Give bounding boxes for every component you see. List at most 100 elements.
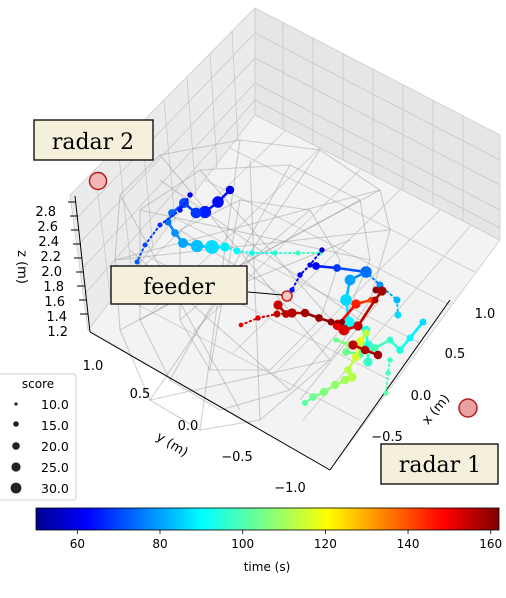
trajectory-point xyxy=(351,352,361,362)
trajectory-point xyxy=(362,329,370,337)
annotation-radar-2: radar 2 xyxy=(33,119,154,161)
radar-2-marker xyxy=(88,171,108,191)
trajectory-track xyxy=(312,262,374,367)
y-axis-line xyxy=(89,331,331,471)
trajectory-segment xyxy=(159,209,181,226)
axis-lines xyxy=(74,195,451,471)
trajectory-point xyxy=(164,218,172,226)
trajectory-point xyxy=(190,239,204,253)
axes-panes xyxy=(69,7,501,471)
trajectory-point xyxy=(168,209,176,217)
z-tick-label: 1.4 xyxy=(46,310,67,325)
trajectory-point xyxy=(225,185,235,195)
trajectory-point xyxy=(301,399,309,407)
z-tick-label: 2.4 xyxy=(38,235,59,250)
trajectory-point xyxy=(238,322,244,328)
trajectory-point xyxy=(295,250,301,256)
trajectory-segment xyxy=(144,224,161,246)
y-tick-labels: 1.0 0.5 0.0 −0.5 −1.0 xyxy=(83,359,306,496)
trajectory-point xyxy=(344,274,356,286)
colorbar-tick-label: 80 xyxy=(152,537,167,551)
trajectory-point xyxy=(386,336,394,344)
z-tick-label: 2.2 xyxy=(40,250,61,265)
trajectory-track xyxy=(273,300,290,318)
x-tick-label: 1.0 xyxy=(475,307,496,322)
legend-entry: 20.0 xyxy=(41,439,69,454)
x-axis-line xyxy=(329,299,451,471)
z-tick-label: 1.6 xyxy=(44,295,65,310)
x-tick-label: 0.5 xyxy=(445,347,466,362)
radar-1-marker xyxy=(458,398,478,418)
legend-entry: 30.0 xyxy=(41,481,69,496)
y-tick-label: 0.0 xyxy=(178,419,199,434)
z-tick-label: 1.8 xyxy=(43,280,64,295)
legend-entry: 25.0 xyxy=(41,460,69,475)
trajectory-point xyxy=(287,308,297,318)
colorbar-tick-label: 120 xyxy=(314,537,337,551)
reference-markers xyxy=(88,171,478,418)
annotation-feeder-label: feeder xyxy=(143,275,215,300)
z-tick-label: 2.8 xyxy=(35,205,56,220)
colorbar: 60 80 100 120 140 160 time (s) xyxy=(35,507,502,574)
trajectory-segment xyxy=(385,372,389,394)
trajectory-segment xyxy=(309,249,323,266)
y-axis-label: y (m) xyxy=(153,429,190,460)
trajectory-point xyxy=(300,308,310,318)
trajectory-track xyxy=(164,185,323,256)
legend-marker xyxy=(14,402,18,406)
trajectory-point xyxy=(371,296,379,304)
trajectory-point xyxy=(383,390,389,396)
trajectory-point xyxy=(134,259,140,265)
trajectory-track xyxy=(134,192,193,265)
trajectory-point xyxy=(198,205,212,219)
colorbar-tick-label: 60 xyxy=(70,537,85,551)
trajectory-point xyxy=(319,247,325,253)
colorbar-tick-label: 140 xyxy=(397,537,420,551)
x-tick-label: −0.5 xyxy=(371,430,403,445)
trajectory-point xyxy=(347,372,357,382)
annotation-radar-2-label: radar 2 xyxy=(52,130,134,155)
trajectory-segment xyxy=(136,244,146,263)
y-tick-label: −0.5 xyxy=(221,450,253,465)
trajectory-point xyxy=(212,196,224,208)
trajectory-point xyxy=(190,207,202,219)
x-tick-label: 0.0 xyxy=(411,389,432,404)
z-axis-ticks xyxy=(68,201,88,315)
trajectory-point xyxy=(333,264,341,272)
feeder-marker xyxy=(281,290,293,302)
trajectory-point xyxy=(187,192,193,198)
annotation-radar-1: radar 1 xyxy=(380,443,499,485)
trajectory-point xyxy=(249,250,255,256)
trajectory-series xyxy=(134,185,427,407)
trajectory-point xyxy=(312,262,320,270)
trajectory-point xyxy=(142,242,148,248)
y-tick-label: 1.0 xyxy=(83,359,104,374)
trajectory-point xyxy=(220,242,230,252)
trajectory-segment xyxy=(240,317,259,326)
trajectory-point xyxy=(309,393,317,401)
z-tick-label: 2.0 xyxy=(41,265,62,280)
trajectory-track xyxy=(238,308,346,328)
trajectory-point xyxy=(360,345,370,355)
trajectory-point xyxy=(387,357,393,363)
trajectory-point xyxy=(205,240,219,254)
trajectory-point xyxy=(340,375,350,385)
trajectory-point xyxy=(315,314,323,322)
trajectory-point xyxy=(394,311,402,319)
legend-entry: 15.0 xyxy=(41,418,69,433)
trajectory-track xyxy=(289,247,325,293)
trajectory-point xyxy=(348,340,358,350)
z-tick-labels: 2.8 2.6 2.4 2.2 2.0 1.8 1.6 1.4 1.2 xyxy=(35,205,68,340)
colorbar-tick-label: 160 xyxy=(479,537,502,551)
trajectory-point xyxy=(307,262,313,268)
colorbar-label: time (s) xyxy=(244,560,291,574)
trajectory-point xyxy=(338,318,346,326)
trajectory-point xyxy=(385,370,391,376)
trajectory-track xyxy=(383,357,393,396)
trajectory-point xyxy=(157,222,163,228)
trajectory-track xyxy=(332,286,387,336)
trajectory-point xyxy=(177,207,183,213)
annotation-radar-1-label: radar 1 xyxy=(399,453,481,478)
trajectory-point xyxy=(171,229,179,237)
